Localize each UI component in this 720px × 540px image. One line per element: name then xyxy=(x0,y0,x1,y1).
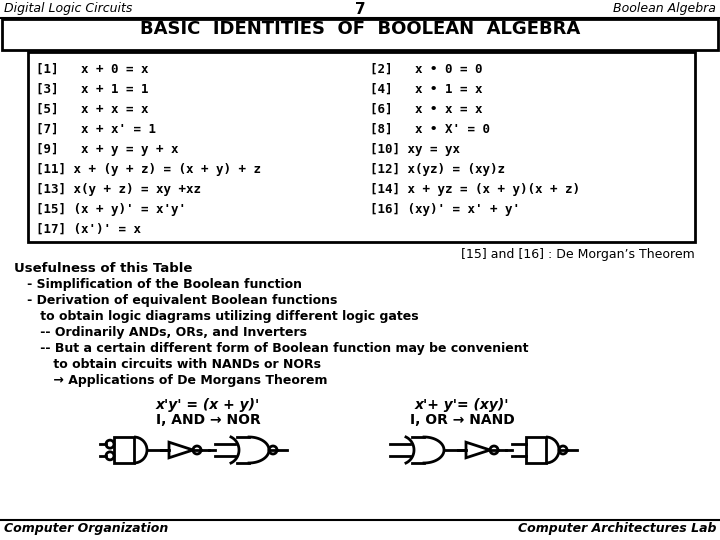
Text: Boolean Algebra: Boolean Algebra xyxy=(613,2,716,15)
Text: Usefulness of this Table: Usefulness of this Table xyxy=(14,262,192,275)
Text: - Simplification of the Boolean function: - Simplification of the Boolean function xyxy=(14,278,302,291)
Text: [4]   x • 1 = x: [4] x • 1 = x xyxy=(370,83,482,96)
Text: [9]   x + y = y + x: [9] x + y = y + x xyxy=(36,143,179,156)
Text: [7]   x + x' = 1: [7] x + x' = 1 xyxy=(36,123,156,136)
Text: - Derivation of equivalent Boolean functions: - Derivation of equivalent Boolean funct… xyxy=(14,294,338,307)
Text: [15] (x + y)' = x'y': [15] (x + y)' = x'y' xyxy=(36,203,186,216)
Bar xyxy=(2,19,718,50)
Text: [14] x + yz = (x + y)(x + z): [14] x + yz = (x + y)(x + z) xyxy=(370,183,580,196)
Text: Computer Architectures Lab: Computer Architectures Lab xyxy=(518,522,716,535)
Text: Computer Organization: Computer Organization xyxy=(4,522,168,535)
Text: -- Ordinarily ANDs, ORs, and Inverters: -- Ordinarily ANDs, ORs, and Inverters xyxy=(14,326,307,339)
Text: [12] x(yz) = (xy)z: [12] x(yz) = (xy)z xyxy=(370,163,505,176)
Text: [16] (xy)' = x' + y': [16] (xy)' = x' + y' xyxy=(370,203,520,216)
Bar xyxy=(28,52,695,242)
Text: I, OR → NAND: I, OR → NAND xyxy=(410,413,514,427)
Text: x'y' = (x + y)': x'y' = (x + y)' xyxy=(156,398,260,412)
Text: [5]   x + x = x: [5] x + x = x xyxy=(36,103,148,116)
Text: Digital Logic Circuits: Digital Logic Circuits xyxy=(4,2,132,15)
Text: [8]   x • X' = 0: [8] x • X' = 0 xyxy=(370,123,490,136)
Text: to obtain logic diagrams utilizing different logic gates: to obtain logic diagrams utilizing diffe… xyxy=(14,310,418,323)
Text: -- But a certain different form of Boolean function may be convenient: -- But a certain different form of Boole… xyxy=(14,342,528,355)
Text: to obtain circuits with NANDs or NORs: to obtain circuits with NANDs or NORs xyxy=(14,358,321,371)
Text: BASIC  IDENTITIES  OF  BOOLEAN  ALGEBRA: BASIC IDENTITIES OF BOOLEAN ALGEBRA xyxy=(140,20,580,38)
Text: [3]   x + 1 = 1: [3] x + 1 = 1 xyxy=(36,83,148,96)
Text: [13] x(y + z) = xy +xz: [13] x(y + z) = xy +xz xyxy=(36,183,201,196)
Text: 7: 7 xyxy=(355,2,365,17)
Text: [6]   x • x = x: [6] x • x = x xyxy=(370,103,482,116)
Text: [10] xy = yx: [10] xy = yx xyxy=(370,143,460,156)
Text: [11] x + (y + z) = (x + y) + z: [11] x + (y + z) = (x + y) + z xyxy=(36,163,261,176)
Text: [1]   x + 0 = x: [1] x + 0 = x xyxy=(36,63,148,76)
Text: [17] (x')' = x: [17] (x')' = x xyxy=(36,223,141,236)
Text: → Applications of De Morgans Theorem: → Applications of De Morgans Theorem xyxy=(14,374,328,387)
Text: [2]   x • 0 = 0: [2] x • 0 = 0 xyxy=(370,63,482,76)
Text: x'+ y'= (xy)': x'+ y'= (xy)' xyxy=(415,398,509,412)
Text: [15] and [16] : De Morgan’s Theorem: [15] and [16] : De Morgan’s Theorem xyxy=(462,248,695,261)
Text: I, AND → NOR: I, AND → NOR xyxy=(156,413,261,427)
